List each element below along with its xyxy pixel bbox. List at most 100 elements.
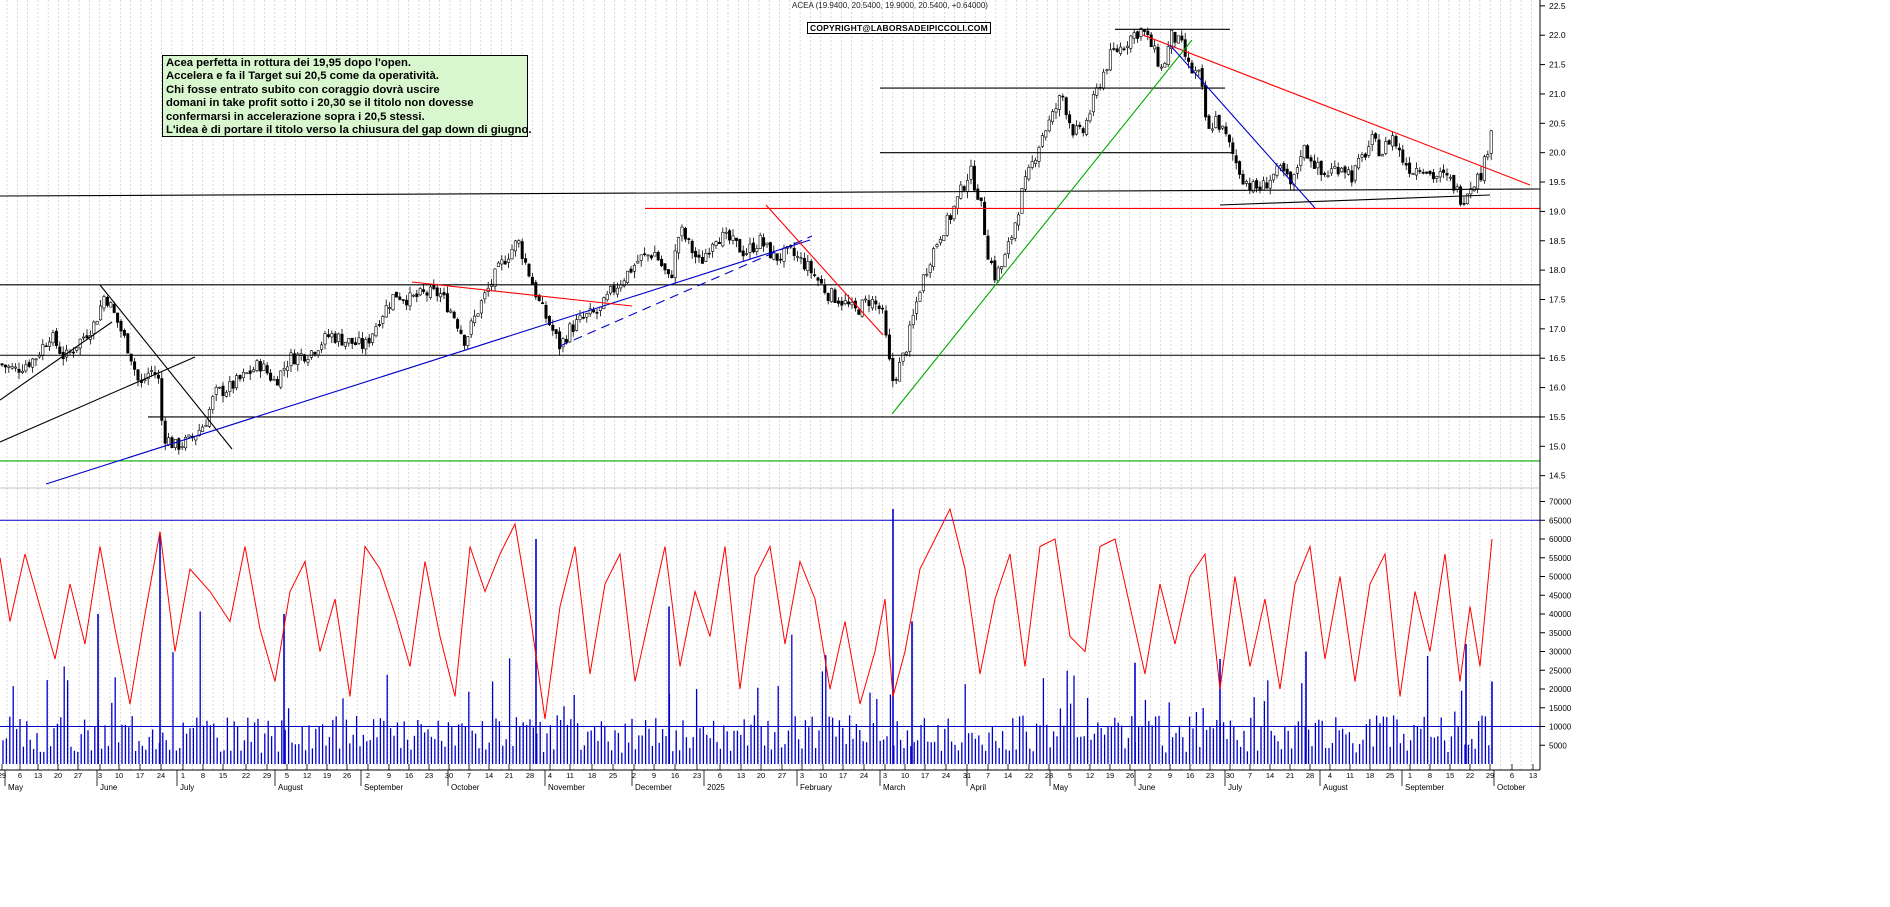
candle-body [170,437,174,449]
candle-body [653,252,657,257]
volume-tick-label: 20000 [1549,685,1572,694]
candle-body [1248,183,1252,190]
x-month-label: June [1138,783,1156,792]
candle-body [7,365,11,368]
candle-body [1095,87,1099,96]
candle-body [714,241,718,246]
candle-body [1258,186,1262,191]
x-day-label: 28 [1306,771,1314,780]
candle-body [1255,180,1259,189]
x-day-label: 17 [921,771,929,780]
candle-body [1350,170,1354,183]
candle-body [796,256,800,258]
candle-body [768,242,772,259]
candle-body [721,231,725,247]
red-trendline [411,281,633,307]
x-month-label: March [883,783,905,792]
x-day-label: 9 [387,771,391,780]
candle-body [1023,176,1027,190]
candle-body [782,247,786,262]
candle-body [462,334,466,346]
candle-body [34,358,38,361]
candle-body [187,434,191,438]
candle-body [1489,130,1493,154]
candle-body [568,323,572,343]
candle-body [636,260,640,264]
candle-body [513,240,517,252]
x-day-label: 17 [839,771,847,780]
candle-body [394,291,398,298]
candle-body [241,371,245,379]
candle-body [1377,139,1381,157]
price-tick-label: 19.0 [1549,206,1566,216]
candle-body [1119,46,1123,54]
candle-body [670,274,674,278]
volume-tick-label: 45000 [1549,591,1572,600]
candle-body [755,248,759,252]
candle-body [1418,170,1422,172]
candle-body [945,214,949,236]
candle-body [857,309,861,315]
candle-body [180,446,184,448]
price-tick-label: 17.0 [1549,324,1566,334]
note-line: domani in take profit sotto i 20,30 se i… [166,97,474,110]
candle-body [1010,237,1014,240]
candle-body [1312,160,1316,169]
x-day-label: 16 [1186,771,1194,780]
candle-body [377,324,381,326]
candle-body [340,333,344,346]
candle-body [51,332,55,344]
candle-body [1401,149,1405,163]
candle-body [207,409,211,427]
candle-body [656,251,660,261]
candle-body [333,333,337,343]
candle-body [320,344,324,350]
candle-body [585,313,589,318]
candle-body [748,243,752,253]
x-day-label: 24 [157,771,165,780]
note-line: Acea perfetta in rottura dei 19,95 dopo … [166,57,411,69]
candle-body [915,301,919,314]
candle-body [558,331,562,350]
candle-body [901,352,905,362]
candle-body [826,293,830,302]
candle-body [442,292,446,296]
candle-body [738,239,742,253]
candle-body [541,302,545,304]
candle-body [530,276,534,285]
candle-body [847,301,851,305]
x-month-label: May [8,783,23,792]
candle-body [1394,136,1398,147]
x-day-label: 3 [800,771,804,780]
candle-body [1057,95,1061,110]
candle-body [1064,97,1068,116]
axes: 14.5 15.0 15.5 16.0 16.5 17.0 17.5 18.0 18.5 19.0… [0,0,1572,792]
x-day-label: 7 [467,771,471,780]
price-tick-label: 22.5 [1549,1,1566,11]
candle-body [1034,159,1038,164]
candle-body [949,215,953,220]
candle-body [1102,71,1106,89]
candle-body [452,311,456,319]
candle-body [1017,214,1021,226]
candle-body [1316,162,1320,169]
candle-body [364,339,368,350]
candle-body [840,300,844,306]
candle-body [524,258,528,263]
x-day-label: 21 [505,771,513,780]
candle-body [105,297,109,306]
candle-body [483,292,487,300]
candle-body [1278,165,1282,169]
candle-body [357,337,361,344]
candle-body [571,324,575,332]
candle-body [350,337,354,344]
candle-body [547,316,551,326]
candle-body [163,420,167,444]
candle-body [1091,94,1095,113]
candle-body [673,250,677,279]
candle-body [231,380,235,389]
candle-body [1238,161,1242,175]
candle-body [126,333,130,354]
candle-body [1326,175,1330,177]
candle-body [323,333,327,345]
